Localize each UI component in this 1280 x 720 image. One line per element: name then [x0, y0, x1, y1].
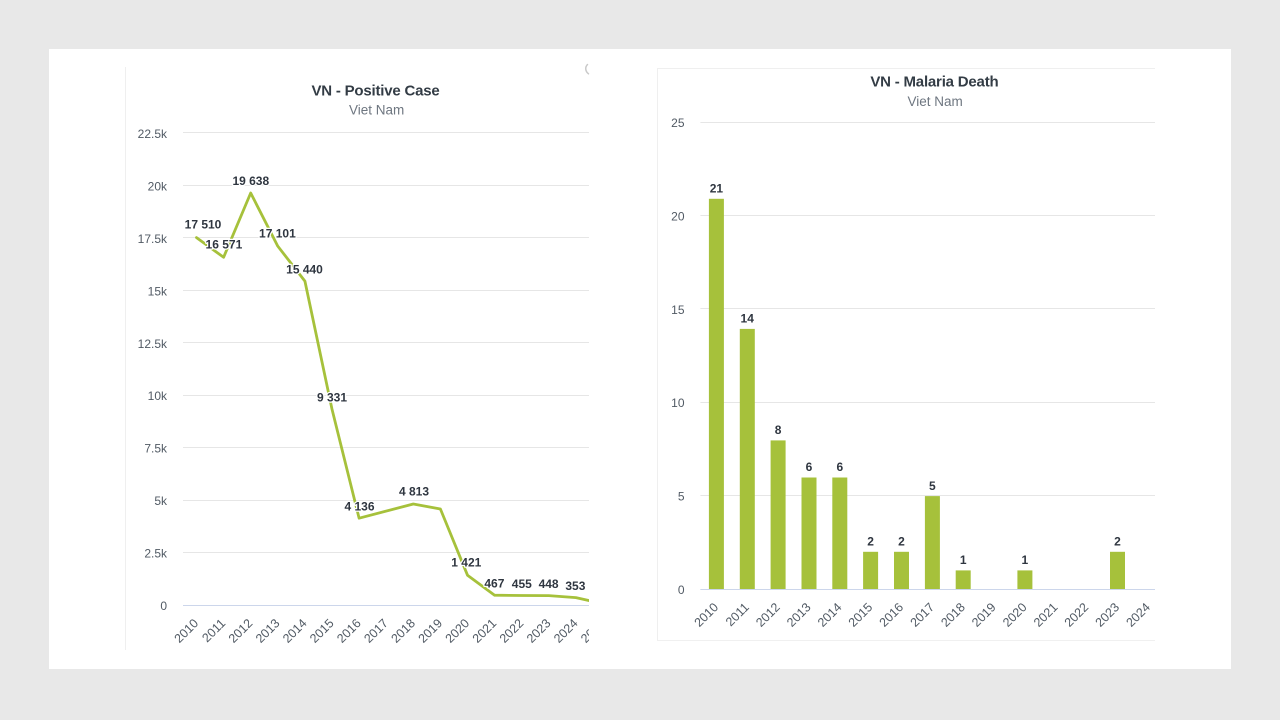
svg-text:Viet Nam: Viet Nam	[349, 103, 404, 118]
svg-text:2: 2	[898, 535, 905, 549]
svg-text:2016: 2016	[334, 616, 364, 646]
svg-text:2021: 2021	[470, 616, 500, 646]
svg-text:20: 20	[671, 209, 685, 223]
svg-text:2014: 2014	[280, 616, 310, 646]
svg-text:VN - Malaria Death: VN - Malaria Death	[870, 74, 998, 91]
svg-text:22.5k: 22.5k	[138, 127, 168, 141]
svg-text:0: 0	[678, 583, 685, 597]
svg-text:VN - Positive Case: VN - Positive Case	[311, 83, 439, 100]
svg-text:2010: 2010	[692, 600, 722, 630]
svg-text:2022: 2022	[497, 616, 527, 646]
svg-text:2023: 2023	[524, 616, 554, 646]
svg-text:4 813: 4 813	[399, 485, 429, 499]
svg-text:5: 5	[678, 490, 685, 504]
svg-text:16 571: 16 571	[206, 238, 243, 252]
svg-text:15k: 15k	[148, 284, 168, 298]
svg-text:6: 6	[836, 460, 843, 474]
svg-text:2011: 2011	[199, 616, 228, 645]
svg-text:2022: 2022	[1062, 600, 1092, 630]
svg-text:2010: 2010	[172, 616, 202, 646]
svg-text:17.5k: 17.5k	[138, 232, 168, 246]
svg-text:Viet Nam: Viet Nam	[907, 94, 962, 109]
svg-text:4 136: 4 136	[344, 500, 374, 514]
svg-text:2015: 2015	[846, 600, 876, 630]
svg-text:2: 2	[1114, 535, 1121, 549]
svg-text:10k: 10k	[148, 389, 168, 403]
svg-text:2012: 2012	[226, 616, 256, 646]
svg-text:2018: 2018	[388, 616, 418, 646]
svg-text:455: 455	[512, 577, 532, 591]
svg-text:2012: 2012	[753, 600, 783, 630]
svg-text:15 440: 15 440	[286, 263, 323, 277]
svg-text:0: 0	[160, 599, 167, 613]
svg-text:2020: 2020	[443, 616, 473, 646]
svg-text:2017: 2017	[361, 616, 391, 646]
svg-text:12.5k: 12.5k	[138, 337, 168, 351]
svg-text:2015: 2015	[307, 616, 337, 646]
svg-text:2020: 2020	[1000, 600, 1030, 630]
svg-text:2024: 2024	[551, 616, 581, 646]
svg-text:1: 1	[960, 553, 967, 567]
svg-text:20k: 20k	[148, 179, 168, 193]
svg-text:15: 15	[671, 303, 685, 317]
svg-text:5k: 5k	[154, 494, 168, 508]
svg-text:2013: 2013	[253, 616, 283, 646]
svg-text:2023: 2023	[1093, 600, 1123, 630]
svg-text:2013: 2013	[784, 600, 814, 630]
svg-text:10: 10	[671, 396, 685, 410]
svg-text:2: 2	[867, 535, 874, 549]
svg-text:2016: 2016	[877, 600, 907, 630]
svg-text:353: 353	[565, 579, 585, 593]
svg-text:6: 6	[806, 460, 813, 474]
svg-text:9 331: 9 331	[317, 391, 347, 405]
svg-text:1: 1	[1022, 553, 1029, 567]
svg-text:2017: 2017	[908, 600, 938, 630]
svg-text:17 101: 17 101	[259, 227, 296, 241]
svg-text:2024: 2024	[1123, 600, 1153, 630]
svg-text:1 421: 1 421	[451, 556, 481, 570]
svg-text:2018: 2018	[938, 600, 968, 630]
svg-text:2021: 2021	[1031, 600, 1061, 630]
svg-text:2019: 2019	[969, 600, 999, 630]
svg-text:21: 21	[710, 182, 724, 196]
svg-text:19 638: 19 638	[232, 174, 269, 188]
svg-text:2011: 2011	[723, 600, 752, 629]
svg-text:2019: 2019	[416, 616, 446, 646]
svg-text:8: 8	[775, 423, 782, 437]
svg-text:448: 448	[539, 577, 559, 591]
svg-text:7.5k: 7.5k	[144, 442, 168, 456]
svg-text:2025: 2025	[578, 616, 589, 646]
svg-text:17 510: 17 510	[185, 218, 222, 232]
svg-text:2014: 2014	[815, 600, 845, 630]
svg-text:14: 14	[741, 312, 755, 326]
svg-text:2.5k: 2.5k	[144, 547, 168, 561]
svg-text:467: 467	[484, 577, 504, 591]
svg-text:5: 5	[929, 479, 936, 493]
svg-text:25: 25	[671, 116, 685, 130]
